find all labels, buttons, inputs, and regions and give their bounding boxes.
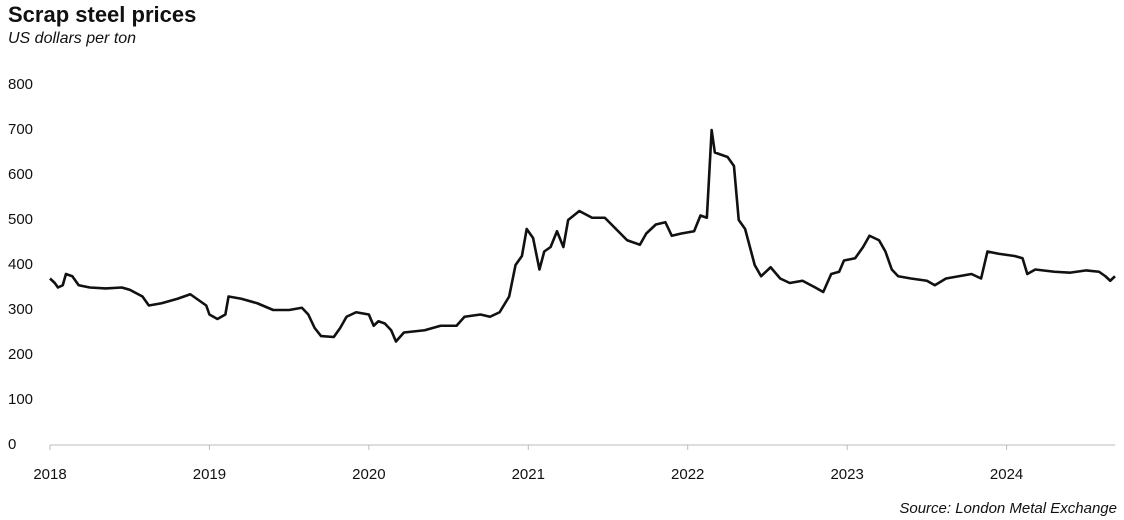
chart-subtitle: US dollars per ton [8, 30, 136, 47]
y-tick-label: 800 [8, 76, 33, 93]
y-tick-label: 200 [8, 346, 33, 363]
y-tick-label: 0 [8, 436, 16, 453]
price-line [49, 128, 1116, 343]
y-tick-label: 700 [8, 121, 33, 138]
y-tick-label: 600 [8, 166, 33, 183]
x-tick-label: 2019 [193, 466, 226, 483]
y-tick-label: 100 [8, 391, 33, 408]
y-tick-label: 300 [8, 301, 33, 318]
x-tick-label: 2020 [352, 466, 385, 483]
x-tick-label: 2018 [33, 466, 66, 483]
chart-title: Scrap steel prices [8, 2, 196, 27]
source: Source: London Metal Exchange [899, 500, 1117, 517]
y-tick-label: 500 [8, 211, 33, 228]
x-tick-label: 2022 [671, 466, 704, 483]
x-tick-label: 2021 [512, 466, 545, 483]
y-tick-label: 400 [8, 256, 33, 273]
x-tick-label: 2024 [990, 466, 1023, 483]
x-tick-label: 2023 [830, 466, 863, 483]
